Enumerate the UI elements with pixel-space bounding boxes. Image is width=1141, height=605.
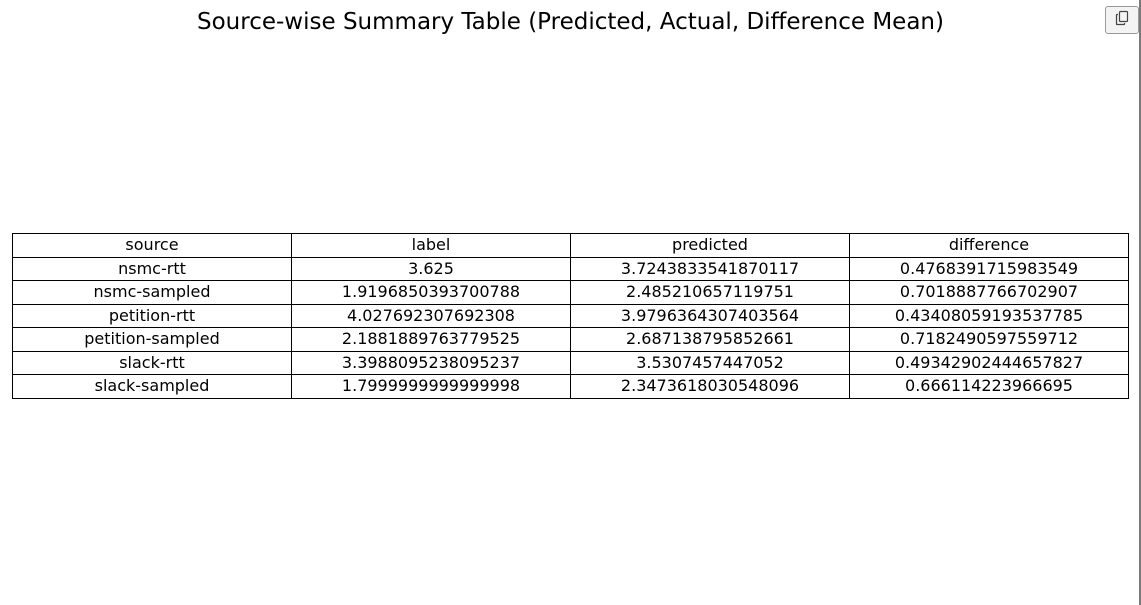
table-cell: 1.7999999999999998	[291, 374, 571, 399]
table-cell: 3.625	[291, 256, 571, 281]
table-cell: 1.9196850393700788	[291, 280, 571, 305]
header-cell: label	[291, 233, 571, 258]
table-cell: 2.1881889763779525	[291, 327, 571, 352]
table-cell: 2.3473618030548096	[570, 374, 850, 399]
table-cell: petition-rtt	[12, 303, 292, 328]
table-cell: 0.43408059193537785	[849, 303, 1129, 328]
table-cell: 4.027692307692308	[291, 303, 571, 328]
table-cell: 0.4768391715983549	[849, 256, 1129, 281]
copy-icon	[1115, 10, 1129, 30]
table-cell: 2.687138795852661	[570, 327, 850, 352]
header-cell: predicted	[570, 233, 850, 258]
chart-title: Source-wise Summary Table (Predicted, Ac…	[197, 9, 944, 35]
summary-table: source label predicted difference nsmc-r…	[12, 233, 1129, 399]
table-cell: 3.7243833541870117	[570, 256, 850, 281]
table-row: petition-sampled 2.1881889763779525 2.68…	[12, 327, 1129, 352]
header-cell: difference	[849, 233, 1129, 258]
table-row: nsmc-sampled 1.9196850393700788 2.485210…	[12, 280, 1129, 305]
table-cell: 3.3988095238095237	[291, 350, 571, 375]
table-cell: slack-rtt	[12, 350, 292, 375]
table-cell: nsmc-sampled	[12, 280, 292, 305]
table-cell: 3.5307457447052	[570, 350, 850, 375]
table-cell: petition-sampled	[12, 327, 292, 352]
table-cell: 3.9796364307403564	[570, 303, 850, 328]
table-cell: 2.485210657119751	[570, 280, 850, 305]
table-cell: slack-sampled	[12, 374, 292, 399]
table-row: slack-sampled 1.7999999999999998 2.34736…	[12, 374, 1129, 399]
table-cell: 0.7182490597559712	[849, 327, 1129, 352]
table-cell: 0.7018887766702907	[849, 280, 1129, 305]
table-row: petition-rtt 4.027692307692308 3.9796364…	[12, 303, 1129, 328]
table-row: slack-rtt 3.3988095238095237 3.530745744…	[12, 350, 1129, 375]
header-row: source label predicted difference	[12, 233, 1129, 258]
header-cell: source	[12, 233, 292, 258]
scrollbar-edge	[1139, 0, 1141, 605]
table-cell: 0.49342902444657827	[849, 350, 1129, 375]
table-cell: 0.666114223966695	[849, 374, 1129, 399]
table-cell: nsmc-rtt	[12, 256, 292, 281]
table-row: nsmc-rtt 3.625 3.7243833541870117 0.4768…	[12, 256, 1129, 281]
copy-button[interactable]	[1105, 6, 1139, 34]
